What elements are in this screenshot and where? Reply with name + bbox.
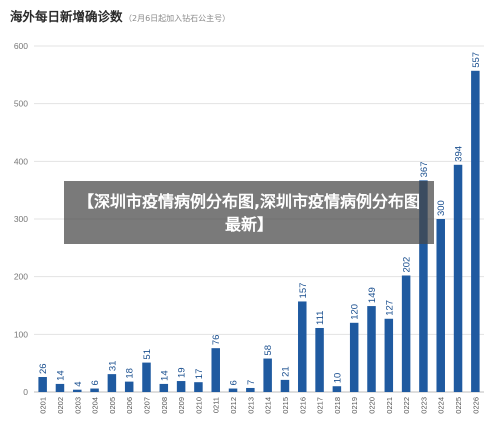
bar [176, 381, 186, 392]
bar [38, 377, 47, 392]
data-label: 21 [280, 366, 291, 377]
y-tick-label: 600 [14, 41, 28, 51]
data-label: 7 [246, 380, 257, 385]
bar [194, 382, 203, 392]
bar [453, 164, 463, 392]
x-tick-label: 0226 [471, 397, 480, 414]
x-tick-label: 0212 [229, 397, 238, 414]
data-label: 149 [367, 287, 378, 303]
caption-overlay: 【深圳市疫情病例分布图,深圳市疫情病例分布图最新】 [64, 181, 434, 244]
y-tick-label: 400 [14, 156, 28, 166]
x-tick-label: 0201 [39, 397, 48, 414]
data-label: 6 [90, 380, 101, 385]
data-label: 51 [142, 349, 153, 360]
bar [142, 362, 151, 392]
data-label: 6 [229, 380, 240, 385]
data-label: 17 [194, 369, 205, 380]
bar [90, 388, 99, 392]
bar [349, 322, 359, 392]
data-label: 557 [471, 52, 482, 68]
x-tick-label: 0202 [56, 397, 65, 414]
data-label: 367 [419, 162, 430, 178]
y-tick-label: 500 [14, 99, 28, 109]
chart-subtitle: （2月6日起加入钻石公主号） [124, 13, 230, 23]
x-tick-label: 0223 [419, 397, 428, 414]
x-tick-label: 0215 [281, 397, 290, 414]
bar [228, 388, 238, 392]
data-label: 157 [298, 283, 309, 299]
data-label: 14 [159, 370, 170, 381]
x-tick-label: 0224 [437, 397, 446, 414]
x-tick-label: 0214 [264, 397, 273, 414]
bar [124, 381, 134, 392]
x-tick-label: 0207 [143, 397, 152, 414]
x-tick-label: 0203 [73, 397, 82, 414]
x-tick-label: 0210 [194, 397, 203, 414]
bar [298, 301, 307, 392]
x-tick-label: 0222 [402, 397, 411, 414]
x-tick-label: 0213 [246, 397, 255, 414]
bar [419, 180, 428, 392]
bar [263, 358, 272, 392]
data-label: 58 [263, 345, 274, 356]
x-tick-label: 0218 [333, 397, 342, 414]
x-tick-label: 0206 [125, 397, 134, 414]
chart-title: 海外每日新增确诊数 [10, 9, 123, 24]
bar [159, 383, 169, 392]
data-label: 31 [107, 361, 118, 372]
bar [280, 379, 290, 392]
x-tick-label: 0209 [177, 397, 186, 414]
bar [332, 386, 342, 392]
data-label: 19 [177, 367, 188, 378]
x-tick-label: 0204 [91, 397, 100, 414]
x-tick-label: 0208 [160, 397, 169, 414]
data-label: 26 [38, 363, 49, 374]
bars [38, 70, 480, 393]
y-tick-label: 0 [23, 387, 28, 397]
x-tick-label: 0220 [368, 397, 377, 414]
data-label: 300 [436, 200, 447, 216]
bar [384, 318, 394, 392]
x-axis-ticks: 0201 0202 0203 0204 0205 0206 0207 0208 0209 0210… [39, 397, 481, 414]
y-tick-label: 200 [14, 272, 28, 282]
data-label: 14 [55, 370, 66, 381]
x-tick-label: 0211 [212, 397, 221, 413]
bar [211, 348, 220, 392]
bar [107, 374, 117, 392]
x-tick-label: 0216 [298, 397, 307, 414]
bar [246, 387, 255, 392]
data-label: 10 [332, 373, 343, 384]
data-label: 4 [73, 381, 84, 386]
data-label: 394 [454, 146, 465, 162]
x-tick-label: 0225 [454, 397, 463, 414]
bar [315, 327, 324, 392]
bar [73, 389, 82, 392]
x-tick-label: 0217 [316, 397, 325, 414]
bar [367, 306, 376, 392]
data-label: 111 [315, 311, 326, 325]
bar [55, 383, 65, 392]
x-tick-label: 0221 [385, 397, 394, 414]
data-label: 18 [125, 368, 136, 379]
x-tick-label: 0219 [350, 397, 359, 414]
y-tick-label: 100 [14, 329, 28, 339]
data-label: 127 [384, 300, 395, 316]
bar [436, 219, 445, 392]
x-tick-label: 0205 [108, 397, 117, 414]
data-label: 76 [211, 335, 222, 346]
data-label: 202 [402, 257, 413, 273]
bar [401, 275, 411, 392]
y-tick-label: 300 [14, 214, 28, 224]
y-axis-ticks: 0 100 200 300 400 500 600 [14, 41, 28, 397]
data-label: 120 [350, 304, 361, 320]
bar [471, 70, 480, 393]
